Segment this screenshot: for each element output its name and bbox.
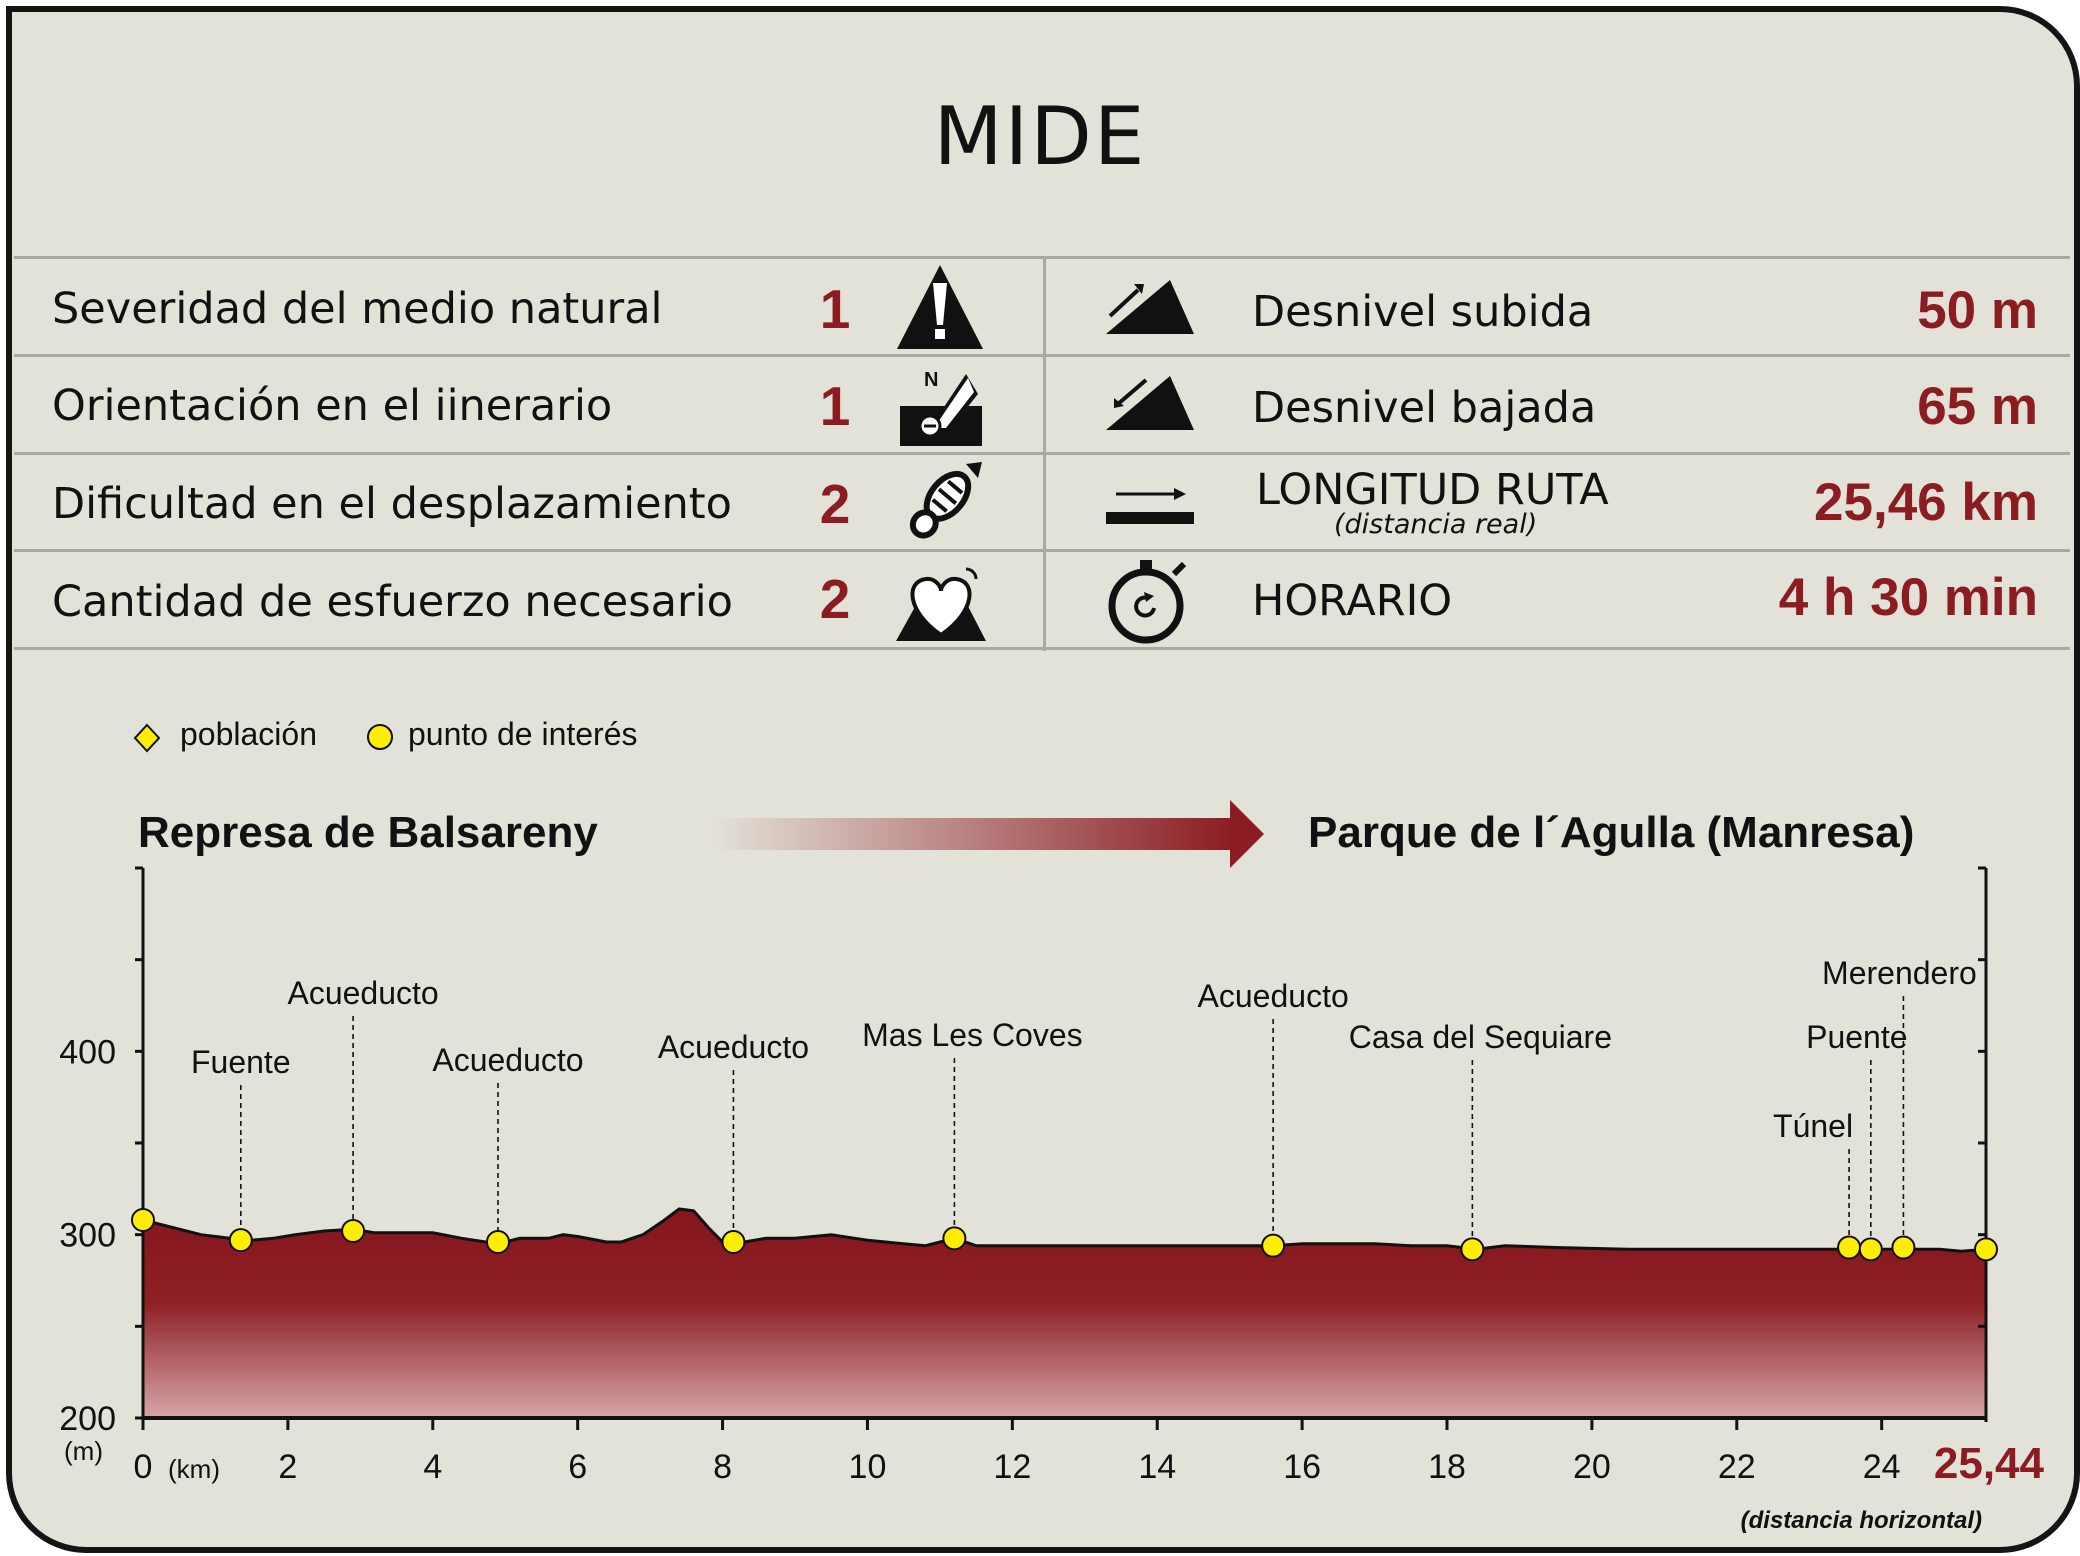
table-divider [14, 256, 2070, 259]
table-divider [14, 549, 2070, 552]
y-tick-label: 200 [59, 1400, 116, 1438]
mide-row-difficulty-label: Dificultad en el desplazamiento [52, 479, 732, 529]
route-length-sublabel: (distancia real) [1334, 509, 1538, 540]
legend-circle-icon [367, 724, 393, 750]
x-tick-label: 6 [568, 1448, 587, 1486]
table-divider [14, 647, 2070, 650]
route-direction-arrow [712, 800, 1264, 868]
x-unit-label: (km) [168, 1454, 220, 1484]
elevation-line [142, 1207, 1987, 1253]
poi-marker [942, 1226, 967, 1251]
route-end: Parque de l´Agulla (Manresa) [1308, 808, 1915, 857]
ascent-value: 50 m [1917, 281, 2038, 340]
poi-marker [1891, 1235, 1916, 1260]
x-caption: (distancia horizontal) [1741, 1507, 1982, 1534]
poi-label: Acueducto [658, 1029, 809, 1065]
mide-row-effort-score: 2 [819, 568, 851, 630]
poi-marker [1261, 1233, 1286, 1258]
poi-marker [721, 1230, 746, 1254]
mide-row-severity-label: Severidad del medio natural [52, 284, 663, 334]
poi-label: Fuente [191, 1044, 291, 1080]
compass-icon: N [900, 369, 982, 446]
ascent-icon [1106, 280, 1194, 334]
x-tick-label: 2 [278, 1448, 297, 1486]
poi-marker [131, 1208, 155, 1232]
poi-marker [341, 1219, 366, 1243]
points-of-interest: Fuente Acueducto Acueducto Acueducto Mas Les… [131, 955, 1998, 1262]
route-start: Represa de Balsareny [138, 808, 598, 857]
table-divider [14, 452, 2070, 455]
y-tick-label: 400 [59, 1033, 116, 1071]
legend-poblacion: población [180, 716, 317, 752]
x-tick-label: 20 [1573, 1448, 1611, 1486]
footprint-icon [909, 462, 982, 539]
x-tick-label: 18 [1428, 1448, 1466, 1486]
poi-marker [1974, 1237, 1998, 1262]
x-end-label: 25,44 [1934, 1439, 2045, 1488]
x-tick-label: 4 [423, 1448, 442, 1486]
heart-effort-icon [896, 567, 986, 641]
poi-label: Puente [1806, 1019, 1907, 1055]
poi-label: Acueducto [287, 975, 438, 1011]
table-divider [14, 354, 2070, 357]
stopwatch-icon [1108, 560, 1187, 644]
x-tick-label: 16 [1283, 1448, 1321, 1486]
poi-marker [1837, 1235, 1862, 1260]
poi-marker [228, 1228, 253, 1253]
x-tick-label: 0 [134, 1448, 153, 1486]
route-length-value: 25,46 km [1814, 473, 2038, 532]
poi-label: Acueducto [432, 1042, 583, 1078]
poi-label: Túnel [1773, 1108, 1853, 1144]
legend-punto-interes: punto de interés [408, 716, 638, 752]
x-tick-label: 24 [1863, 1448, 1901, 1486]
descent-icon [1106, 376, 1194, 430]
mide-row-severity-score: 1 [819, 278, 851, 340]
x-tick-label: 12 [993, 1448, 1031, 1486]
distance-icon [1106, 488, 1194, 524]
x-tick-label: 8 [713, 1448, 732, 1486]
ascent-label: Desnivel subida [1252, 287, 1594, 337]
x-tick-label: 10 [849, 1448, 887, 1486]
schedule-label: HORARIO [1252, 576, 1453, 626]
y-unit-label: (m) [64, 1436, 103, 1466]
page-title: MIDE [933, 90, 1147, 183]
poi-label: Merendero [1822, 955, 1977, 991]
poi-marker [1460, 1237, 1485, 1262]
mide-row-difficulty-score: 2 [819, 473, 851, 535]
schedule-value: 4 h 30 min [1778, 568, 2038, 627]
poi-marker [485, 1230, 510, 1254]
warning-icon [897, 265, 983, 349]
route-length-label: LONGITUD RUTA [1256, 465, 1609, 515]
mide-row-effort-label: Cantidad de esfuerzo necesario [52, 577, 733, 627]
mide-row-orientation-label: Orientación en el iinerario [52, 381, 613, 431]
descent-label: Desnivel bajada [1252, 383, 1597, 433]
table-column-divider [1043, 258, 1046, 651]
mide-row-orientation-score: 1 [819, 375, 851, 437]
x-tick-label: 14 [1138, 1448, 1176, 1486]
elevation-area [143, 1209, 1986, 1418]
poi-marker [1858, 1237, 1883, 1262]
legend-diamond-icon [133, 723, 161, 753]
poi-label: Acueducto [1198, 978, 1349, 1014]
poi-label: Mas Les Coves [862, 1017, 1083, 1053]
x-tick-label: 22 [1718, 1448, 1756, 1486]
poi-label: Casa del Sequiare [1349, 1019, 1612, 1055]
y-tick-label: 300 [59, 1217, 116, 1255]
descent-value: 65 m [1917, 377, 2038, 436]
svg-text:N: N [924, 369, 938, 391]
